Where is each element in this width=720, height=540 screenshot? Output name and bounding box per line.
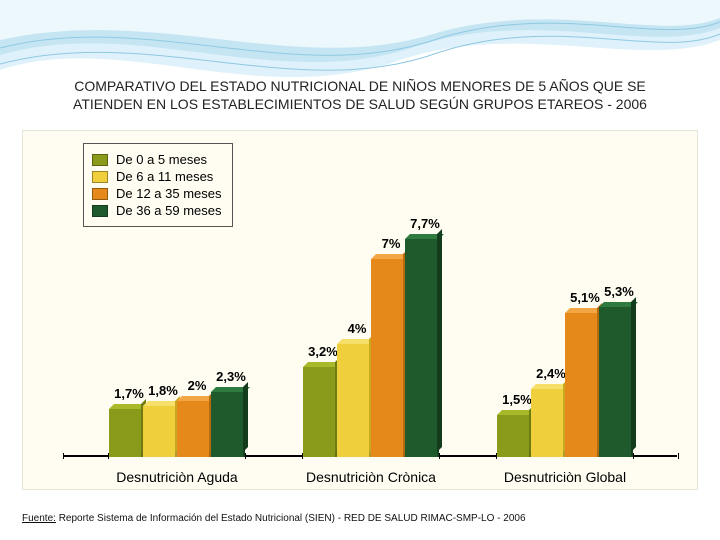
bar-value-label: 7,7% [395,216,455,231]
legend-label: De 12 a 35 meses [116,186,222,201]
bar [405,239,439,457]
legend-swatch [92,171,108,183]
bar-value-label: 5,3% [589,284,649,299]
category-label: Desnutriciòn Global [465,469,665,485]
legend-label: De 36 a 59 meses [116,203,222,218]
slide: COMPARATIVO DEL ESTADO NUTRICIONAL DE NI… [0,0,720,540]
plot: 1,7%1,8%2%2,3%Desnutriciòn Aguda3,2%4%7%… [63,231,677,457]
bar [177,401,211,458]
bar [371,259,405,457]
legend-swatch [92,205,108,217]
source-line: Fuente: Reporte Sistema de Información d… [22,513,698,524]
legend-item: De 6 a 11 meses [92,169,222,184]
slide-title: COMPARATIVO DEL ESTADO NUTRICIONAL DE NI… [40,78,680,113]
legend-swatch [92,154,108,166]
bar [337,344,371,457]
chart-area: De 0 a 5 meses De 6 a 11 meses De 12 a 35 … [22,130,698,490]
legend-label: De 6 a 11 meses [116,169,213,184]
bar [109,409,143,457]
bar [497,415,531,457]
bar [211,392,245,457]
legend-item: De 0 a 5 meses [92,152,222,167]
bar [303,367,337,457]
legend-label: De 0 a 5 meses [116,152,207,167]
category-label: Desnutriciòn Crònica [271,469,471,485]
source-prefix: Fuente: [22,513,56,524]
legend-item: De 12 a 35 meses [92,186,222,201]
bar [531,389,565,457]
source-text: Reporte Sistema de Información del Estad… [56,513,526,524]
legend-item: De 36 a 59 meses [92,203,222,218]
bar [565,313,599,457]
legend-swatch [92,188,108,200]
bar [143,406,177,457]
legend: De 0 a 5 meses De 6 a 11 meses De 12 a 35 … [83,143,233,227]
bar [599,307,633,457]
bar-value-label: 2,3% [201,369,261,384]
category-label: Desnutriciòn Aguda [77,469,277,485]
